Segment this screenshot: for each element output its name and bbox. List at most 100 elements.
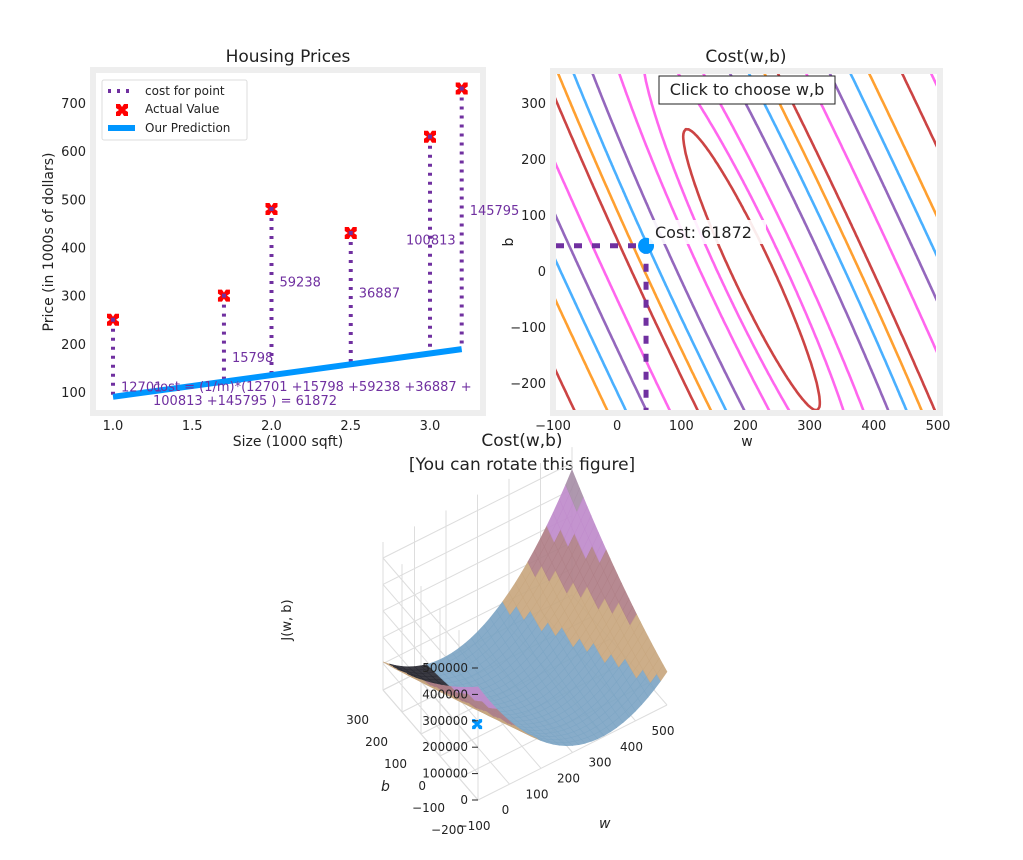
cost-for-point-dot <box>428 134 432 139</box>
contour-line <box>929 74 936 87</box>
left-xtick-label: 3.0 <box>420 419 441 434</box>
z-tick-label: 0 <box>460 793 468 807</box>
left-xlabel: Size (1000 sqft) <box>233 434 344 450</box>
cost-for-point-dot <box>459 86 464 91</box>
cost-contour-chart: Cost(w,b) −200 −100 0 100 200 300 −100 0 100 200… <box>501 47 950 450</box>
contour-line <box>556 74 923 410</box>
left-xtick-label: 2.0 <box>261 419 282 434</box>
cost-for-point-label: 36887 <box>359 286 400 301</box>
left-chart-title: Housing Prices <box>226 47 351 67</box>
right-xtick-label: 200 <box>733 419 758 434</box>
left-xtick-label: 2.5 <box>340 419 361 434</box>
z-tick-label: 100000 <box>422 767 468 781</box>
legend-our-prediction: Our Prediction <box>145 121 230 135</box>
cost-label-box: Cost: 61872 <box>649 220 766 244</box>
surface-point-marker <box>472 719 483 730</box>
legend-actual-value: Actual Value <box>145 102 219 116</box>
z-tick-label: 200000 <box>422 740 468 754</box>
w-tick-label: 0 <box>502 803 510 817</box>
z-tick-label: 400000 <box>422 687 468 701</box>
cost-for-point-dot <box>221 293 226 298</box>
cost-for-point-label: 12701 <box>121 381 162 396</box>
right-ytick-label: 200 <box>521 153 546 168</box>
left-xtick-label: 1.0 <box>103 419 124 434</box>
left-ytick-label: 300 <box>61 290 86 305</box>
legend-actual-value-marker <box>116 104 128 116</box>
right-xlabel: w <box>741 434 752 450</box>
legend-cost-for-point: cost for point <box>145 84 225 98</box>
w-tick-label: 500 <box>652 724 675 738</box>
b-tick-label: 200 <box>365 735 388 749</box>
contour-line <box>556 74 936 410</box>
contour-line <box>572 74 908 410</box>
cost-for-point-label: 100813 <box>406 234 456 249</box>
surface-ylabel: b <box>381 779 390 795</box>
contour-line <box>556 74 936 410</box>
b-tick-label: 0 <box>418 779 426 793</box>
right-xtick-label: −100 <box>535 419 571 434</box>
legend-box <box>101 79 248 141</box>
w-tick-label: 400 <box>620 740 643 754</box>
contour-line <box>591 74 890 410</box>
cost-annotation-line1: cost = (1/m)*(12701 +15798 +59238 +36887… <box>153 380 472 395</box>
right-chart-title: Cost(w,b) <box>705 47 786 67</box>
left-ylabel: Price (in 1000s of dollars) <box>41 153 57 332</box>
legend: cost for point Actual Value Our Predicti… <box>101 79 248 141</box>
cost-for-point-dot <box>111 317 115 322</box>
left-ytick-label: 200 <box>61 338 86 353</box>
surface-zlabel: J(w, b) <box>280 599 295 641</box>
b-tick-label: 300 <box>346 713 369 727</box>
contour-line <box>618 74 865 410</box>
cost-for-point-dot <box>348 231 353 236</box>
prediction-line <box>112 346 463 400</box>
choose-wb-button-label[interactable]: Click to choose w,b <box>670 80 824 99</box>
surface-title: Cost(w,b) <box>481 431 562 451</box>
b-tick-label: −100 <box>412 801 445 815</box>
floor-grid-line <box>477 704 668 801</box>
z-tick-label: 300000 <box>422 714 468 728</box>
b-tick-label: −200 <box>431 823 464 837</box>
surface-subtitle: [You can rotate this figure] <box>409 455 635 475</box>
right-xtick-label: 300 <box>797 419 822 434</box>
w-tick-label: 100 <box>526 787 549 801</box>
cost-for-point-dot <box>269 206 274 211</box>
choose-wb-button-box[interactable] <box>658 75 836 105</box>
right-ytick-label: 300 <box>521 97 546 112</box>
cost-label-background <box>649 220 766 244</box>
b-tick-label: 100 <box>384 757 407 771</box>
wall-grid-line <box>382 462 573 559</box>
wall-grid-line <box>382 689 479 801</box>
cost-surface-3d-chart[interactable]: Cost(w,b) [You can rotate this figure] 0… <box>280 431 674 837</box>
cost-for-point-label: 145795 <box>470 204 520 219</box>
left-ytick-label: 500 <box>61 193 86 208</box>
wall-grid-line <box>382 515 573 612</box>
contour-line <box>556 74 936 410</box>
contour-line <box>556 74 936 410</box>
left-ytick-label: 700 <box>61 97 86 112</box>
right-xtick-label: 400 <box>861 419 886 434</box>
w-tick-label: −100 <box>458 819 491 833</box>
right-ytick-label: −100 <box>510 321 546 336</box>
right-xtick-label: 0 <box>613 419 621 434</box>
left-xtick-label: 1.5 <box>182 419 203 434</box>
surface-patch <box>656 664 668 682</box>
right-ytick-label: 0 <box>538 265 546 280</box>
cost-annotation-line2: 100813 +145795 ) = 61872 <box>153 394 337 409</box>
cost-for-point-label: 59238 <box>280 276 321 291</box>
z-tick-label: 500000 <box>422 661 468 675</box>
cost-label: Cost: 61872 <box>655 223 752 242</box>
right-xtick-label: 100 <box>669 419 694 434</box>
right-ylabel: b <box>501 237 517 246</box>
right-ytick-label: −200 <box>510 377 546 392</box>
choose-wb-button[interactable]: Click to choose w,b <box>658 75 836 105</box>
w-tick-label: 200 <box>557 772 580 786</box>
right-xtick-label: 500 <box>926 419 951 434</box>
surface-xlabel: w <box>599 816 611 832</box>
left-ytick-label: 100 <box>61 386 86 401</box>
housing-prices-chart: Housing Prices 100 200 300 400 500 600 700 1.0… <box>41 47 519 450</box>
right-ytick-label: 100 <box>521 209 546 224</box>
left-ytick-label: 400 <box>61 241 86 256</box>
wall-grid-line <box>382 488 573 585</box>
cost-for-point-label: 15798 <box>232 351 273 366</box>
